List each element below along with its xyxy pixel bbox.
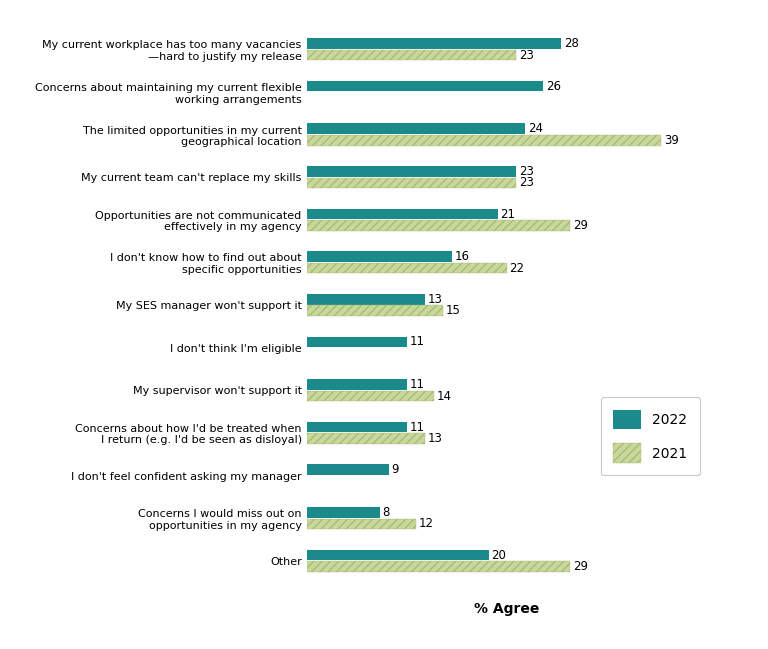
Bar — [307, 561, 571, 572]
Text: 24: 24 — [528, 122, 543, 135]
Bar — [307, 135, 661, 145]
Text: 12: 12 — [419, 517, 434, 530]
Bar — [307, 391, 434, 401]
Bar — [307, 434, 425, 444]
Text: 16: 16 — [455, 250, 470, 263]
Bar — [307, 123, 525, 134]
Bar — [307, 50, 516, 60]
Bar — [307, 263, 507, 273]
Text: 23: 23 — [518, 165, 534, 178]
Text: 22: 22 — [510, 262, 525, 275]
Bar — [307, 294, 425, 304]
Text: 39: 39 — [664, 134, 679, 147]
Bar — [307, 306, 443, 316]
Text: 21: 21 — [501, 208, 515, 221]
Bar — [307, 209, 498, 219]
Text: 11: 11 — [410, 421, 425, 434]
Text: 29: 29 — [573, 560, 588, 573]
Text: 13: 13 — [428, 432, 443, 445]
Bar — [307, 81, 543, 92]
Text: 23: 23 — [518, 49, 534, 62]
X-axis label: % Agree: % Agree — [474, 602, 540, 616]
Bar — [307, 220, 571, 231]
Bar — [307, 251, 452, 262]
Text: 26: 26 — [546, 80, 561, 93]
Bar — [307, 465, 389, 475]
Text: 20: 20 — [492, 548, 506, 561]
Text: 15: 15 — [446, 304, 461, 317]
Text: 13: 13 — [428, 293, 443, 306]
Bar — [307, 379, 407, 390]
Bar — [307, 178, 516, 188]
Text: 8: 8 — [382, 506, 390, 519]
Bar — [307, 337, 407, 347]
Bar — [307, 166, 516, 177]
Bar — [307, 38, 561, 49]
Text: 9: 9 — [392, 463, 399, 476]
Bar — [307, 422, 407, 432]
Text: 11: 11 — [410, 336, 425, 349]
Text: 29: 29 — [573, 219, 588, 232]
Text: 23: 23 — [518, 177, 534, 190]
Text: 14: 14 — [437, 389, 452, 402]
Text: 28: 28 — [564, 37, 579, 50]
Legend: 2022, 2021: 2022, 2021 — [601, 397, 700, 476]
Bar — [307, 519, 416, 529]
Text: 11: 11 — [410, 378, 425, 391]
Bar — [307, 507, 380, 518]
Bar — [307, 550, 488, 560]
